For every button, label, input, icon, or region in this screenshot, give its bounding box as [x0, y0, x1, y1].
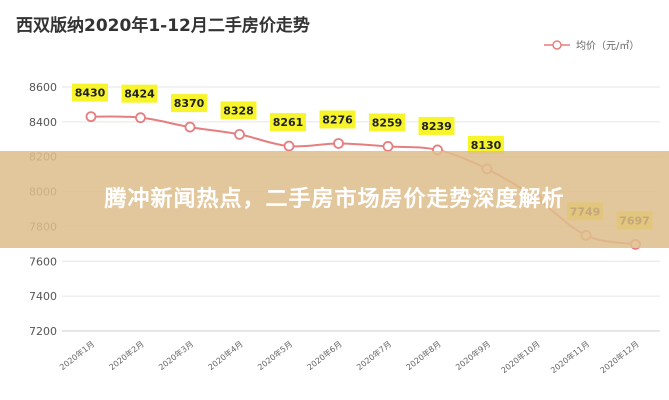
x-tick-label: 2020年2月 [107, 339, 146, 372]
data-point [85, 111, 97, 123]
data-point [333, 138, 344, 149]
data-label-bg [319, 110, 356, 129]
data-label-bg [418, 116, 455, 135]
data-label-text: 8370 [174, 97, 205, 110]
x-axis: 2020年1月 2020年2月 2020年3月 2020年4月 2020年5月 2020年… [57, 339, 640, 376]
data-label-bg [220, 101, 257, 120]
y-tick-label: 7600 [29, 255, 57, 268]
y-tick-label: 8400 [29, 116, 57, 129]
legend-marker [552, 40, 562, 50]
headline-banner: 腾冲新闻热点，二手房市场房价走势深度解析 [0, 151, 669, 248]
data-label: 8424 [121, 84, 158, 103]
data-label: 8430 [72, 83, 108, 102]
data-label: 8239 [418, 116, 455, 135]
y-tick-label: 7200 [29, 325, 57, 338]
data-label-bg [369, 113, 405, 132]
data-label: 8130 [468, 135, 504, 154]
chart-title: 西双版纳2020年1-12月二手房价走势 [16, 15, 310, 36]
data-label-bg [72, 83, 108, 102]
y-tick-label: 7400 [29, 290, 57, 303]
data-label-bg [270, 113, 306, 132]
data-point [184, 121, 196, 133]
y-tick-label: 8600 [29, 81, 57, 94]
x-tick-label: 2020年3月 [156, 339, 195, 372]
x-tick-label: 2020年12月 [598, 339, 641, 376]
data-label-text: 8261 [273, 116, 304, 129]
x-tick-label: 2020年8月 [404, 339, 443, 372]
x-tick-label: 2020年4月 [206, 339, 245, 372]
data-label: 8259 [369, 113, 405, 132]
x-tick-label: 2020年1月 [57, 339, 96, 372]
data-label-text: 8239 [421, 120, 452, 133]
x-tick-label: 2020年5月 [255, 339, 294, 372]
data-label-text: 8424 [124, 88, 155, 101]
data-label-text: 8430 [75, 87, 106, 100]
data-label-text: 8130 [471, 139, 502, 152]
data-label-bg [171, 94, 207, 113]
data-point [135, 112, 146, 124]
data-point [234, 129, 245, 140]
legend-label: 均价（元/㎡） [576, 40, 639, 52]
data-label: 8276 [319, 110, 356, 129]
x-tick-label: 2020年6月 [305, 339, 344, 372]
data-label: 8370 [171, 94, 207, 113]
x-tick-label: 2020年10月 [499, 339, 542, 376]
data-label: 8328 [220, 101, 257, 120]
data-label-bg [121, 84, 158, 103]
x-tick-label: 2020年7月 [354, 339, 393, 372]
data-label-text: 8276 [322, 113, 353, 126]
data-label-text: 8328 [223, 104, 254, 117]
legend: 均价（元/㎡） [544, 40, 639, 52]
data-label: 8261 [270, 113, 306, 132]
data-label-bg [468, 135, 504, 154]
headline-title: 腾冲新闻热点，二手房市场房价走势深度解析 [104, 187, 565, 212]
data-point [283, 140, 295, 152]
data-label-text: 8259 [372, 116, 403, 129]
data-point [382, 141, 394, 152]
x-tick-label: 2020年9月 [453, 339, 492, 372]
x-tick-label: 2020年11月 [548, 339, 591, 376]
